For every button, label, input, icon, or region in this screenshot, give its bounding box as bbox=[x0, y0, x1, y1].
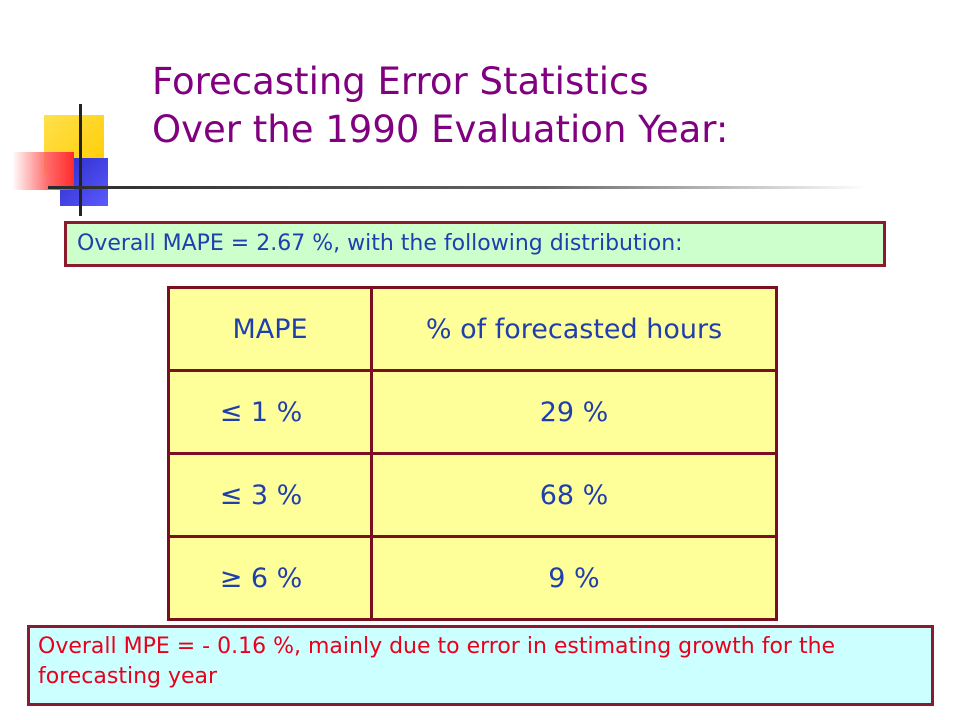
header-mape: MAPE bbox=[167, 286, 373, 372]
slide-title: Forecasting Error Statistics Over the 19… bbox=[152, 58, 728, 154]
decor-vertical-line bbox=[79, 104, 82, 216]
table-row: ≥ 6 % 9 % bbox=[167, 535, 778, 621]
mape-summary-box: Overall MAPE = 2.67 %, with the followin… bbox=[64, 221, 886, 267]
decor-red-bar bbox=[12, 152, 74, 190]
title-underline bbox=[48, 186, 868, 189]
slide-title-line2: Over the 1990 Evaluation Year: bbox=[152, 108, 729, 151]
slide-title-line1: Forecasting Error Statistics bbox=[152, 60, 649, 103]
header-forecasted-hours: % of forecasted hours bbox=[370, 286, 778, 372]
cell-hours: 9 % bbox=[370, 535, 778, 621]
table-row: ≤ 1 % 29 % bbox=[167, 369, 778, 455]
cell-mape: ≤ 3 % bbox=[167, 452, 373, 538]
table-header-row: MAPE % of forecasted hours bbox=[167, 286, 778, 372]
cell-mape: ≥ 6 % bbox=[167, 535, 373, 621]
cell-hours: 68 % bbox=[370, 452, 778, 538]
mpe-summary-box: Overall MPE = - 0.16 %, mainly due to er… bbox=[27, 625, 934, 706]
table-row: ≤ 3 % 68 % bbox=[167, 452, 778, 538]
mape-distribution-table: MAPE % of forecasted hours ≤ 1 % 29 % ≤ … bbox=[167, 286, 778, 621]
cell-mape: ≤ 1 % bbox=[167, 369, 373, 455]
cell-hours: 29 % bbox=[370, 369, 778, 455]
